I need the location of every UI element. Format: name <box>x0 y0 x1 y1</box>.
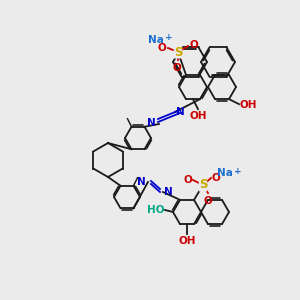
Text: S: S <box>174 46 182 59</box>
Text: N: N <box>137 177 146 187</box>
Text: O: O <box>183 175 192 185</box>
Text: +: + <box>234 167 242 176</box>
Text: O: O <box>212 173 221 183</box>
Text: OH: OH <box>240 100 257 110</box>
Text: O: O <box>172 63 182 73</box>
Text: O: O <box>157 43 166 53</box>
Text: N: N <box>176 107 185 117</box>
Text: N: N <box>147 118 156 128</box>
Text: O: O <box>189 40 198 50</box>
Text: +: + <box>165 34 172 43</box>
Text: OH: OH <box>189 111 207 121</box>
Text: OH: OH <box>178 236 196 246</box>
Text: Na: Na <box>217 168 233 178</box>
Text: O: O <box>204 196 212 206</box>
Text: HO: HO <box>146 205 164 215</box>
Text: N: N <box>164 187 173 197</box>
Text: S: S <box>199 178 207 191</box>
Text: Na: Na <box>148 35 164 45</box>
